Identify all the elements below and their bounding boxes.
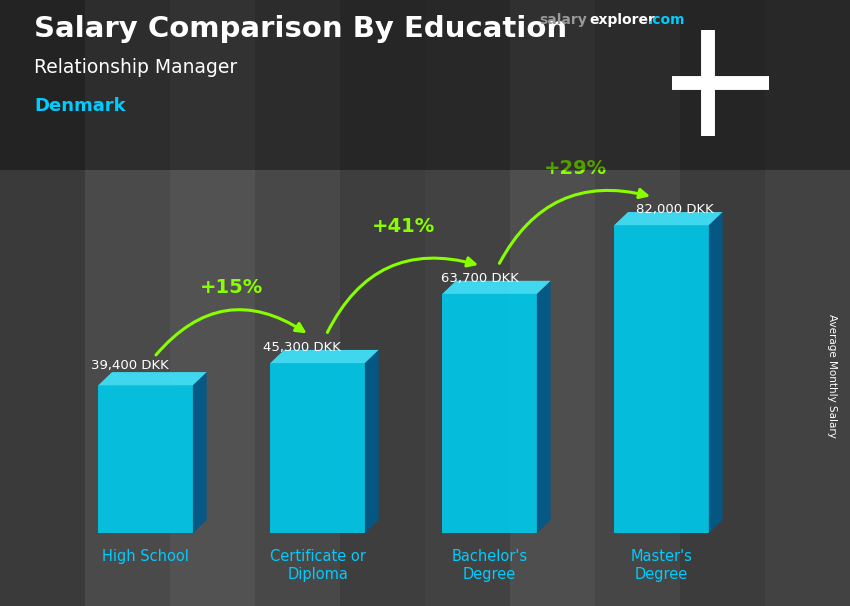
Text: 39,400 DKK: 39,400 DKK [91, 359, 168, 372]
Text: Salary Comparison By Education: Salary Comparison By Education [34, 15, 567, 43]
Bar [615, 225, 709, 533]
Polygon shape [615, 212, 722, 225]
Polygon shape [442, 281, 551, 294]
Text: +41%: +41% [372, 217, 435, 236]
Text: explorer: explorer [589, 13, 654, 27]
Bar [442, 294, 537, 533]
Text: 45,300 DKK: 45,300 DKK [263, 341, 340, 354]
Bar [270, 363, 365, 533]
Text: Average Monthly Salary: Average Monthly Salary [827, 314, 837, 438]
Text: 63,700 DKK: 63,700 DKK [441, 271, 519, 285]
Text: +15%: +15% [200, 278, 264, 298]
Polygon shape [709, 212, 722, 533]
Polygon shape [99, 372, 207, 385]
Text: Relationship Manager: Relationship Manager [34, 58, 237, 76]
Text: Denmark: Denmark [34, 97, 126, 115]
Text: +29%: +29% [544, 159, 607, 178]
Text: salary: salary [540, 13, 587, 27]
Text: 82,000 DKK: 82,000 DKK [636, 203, 713, 216]
Polygon shape [193, 372, 207, 533]
Polygon shape [270, 350, 378, 363]
Text: .com: .com [648, 13, 685, 27]
Polygon shape [365, 350, 378, 533]
Bar [99, 385, 193, 533]
Polygon shape [537, 281, 551, 533]
